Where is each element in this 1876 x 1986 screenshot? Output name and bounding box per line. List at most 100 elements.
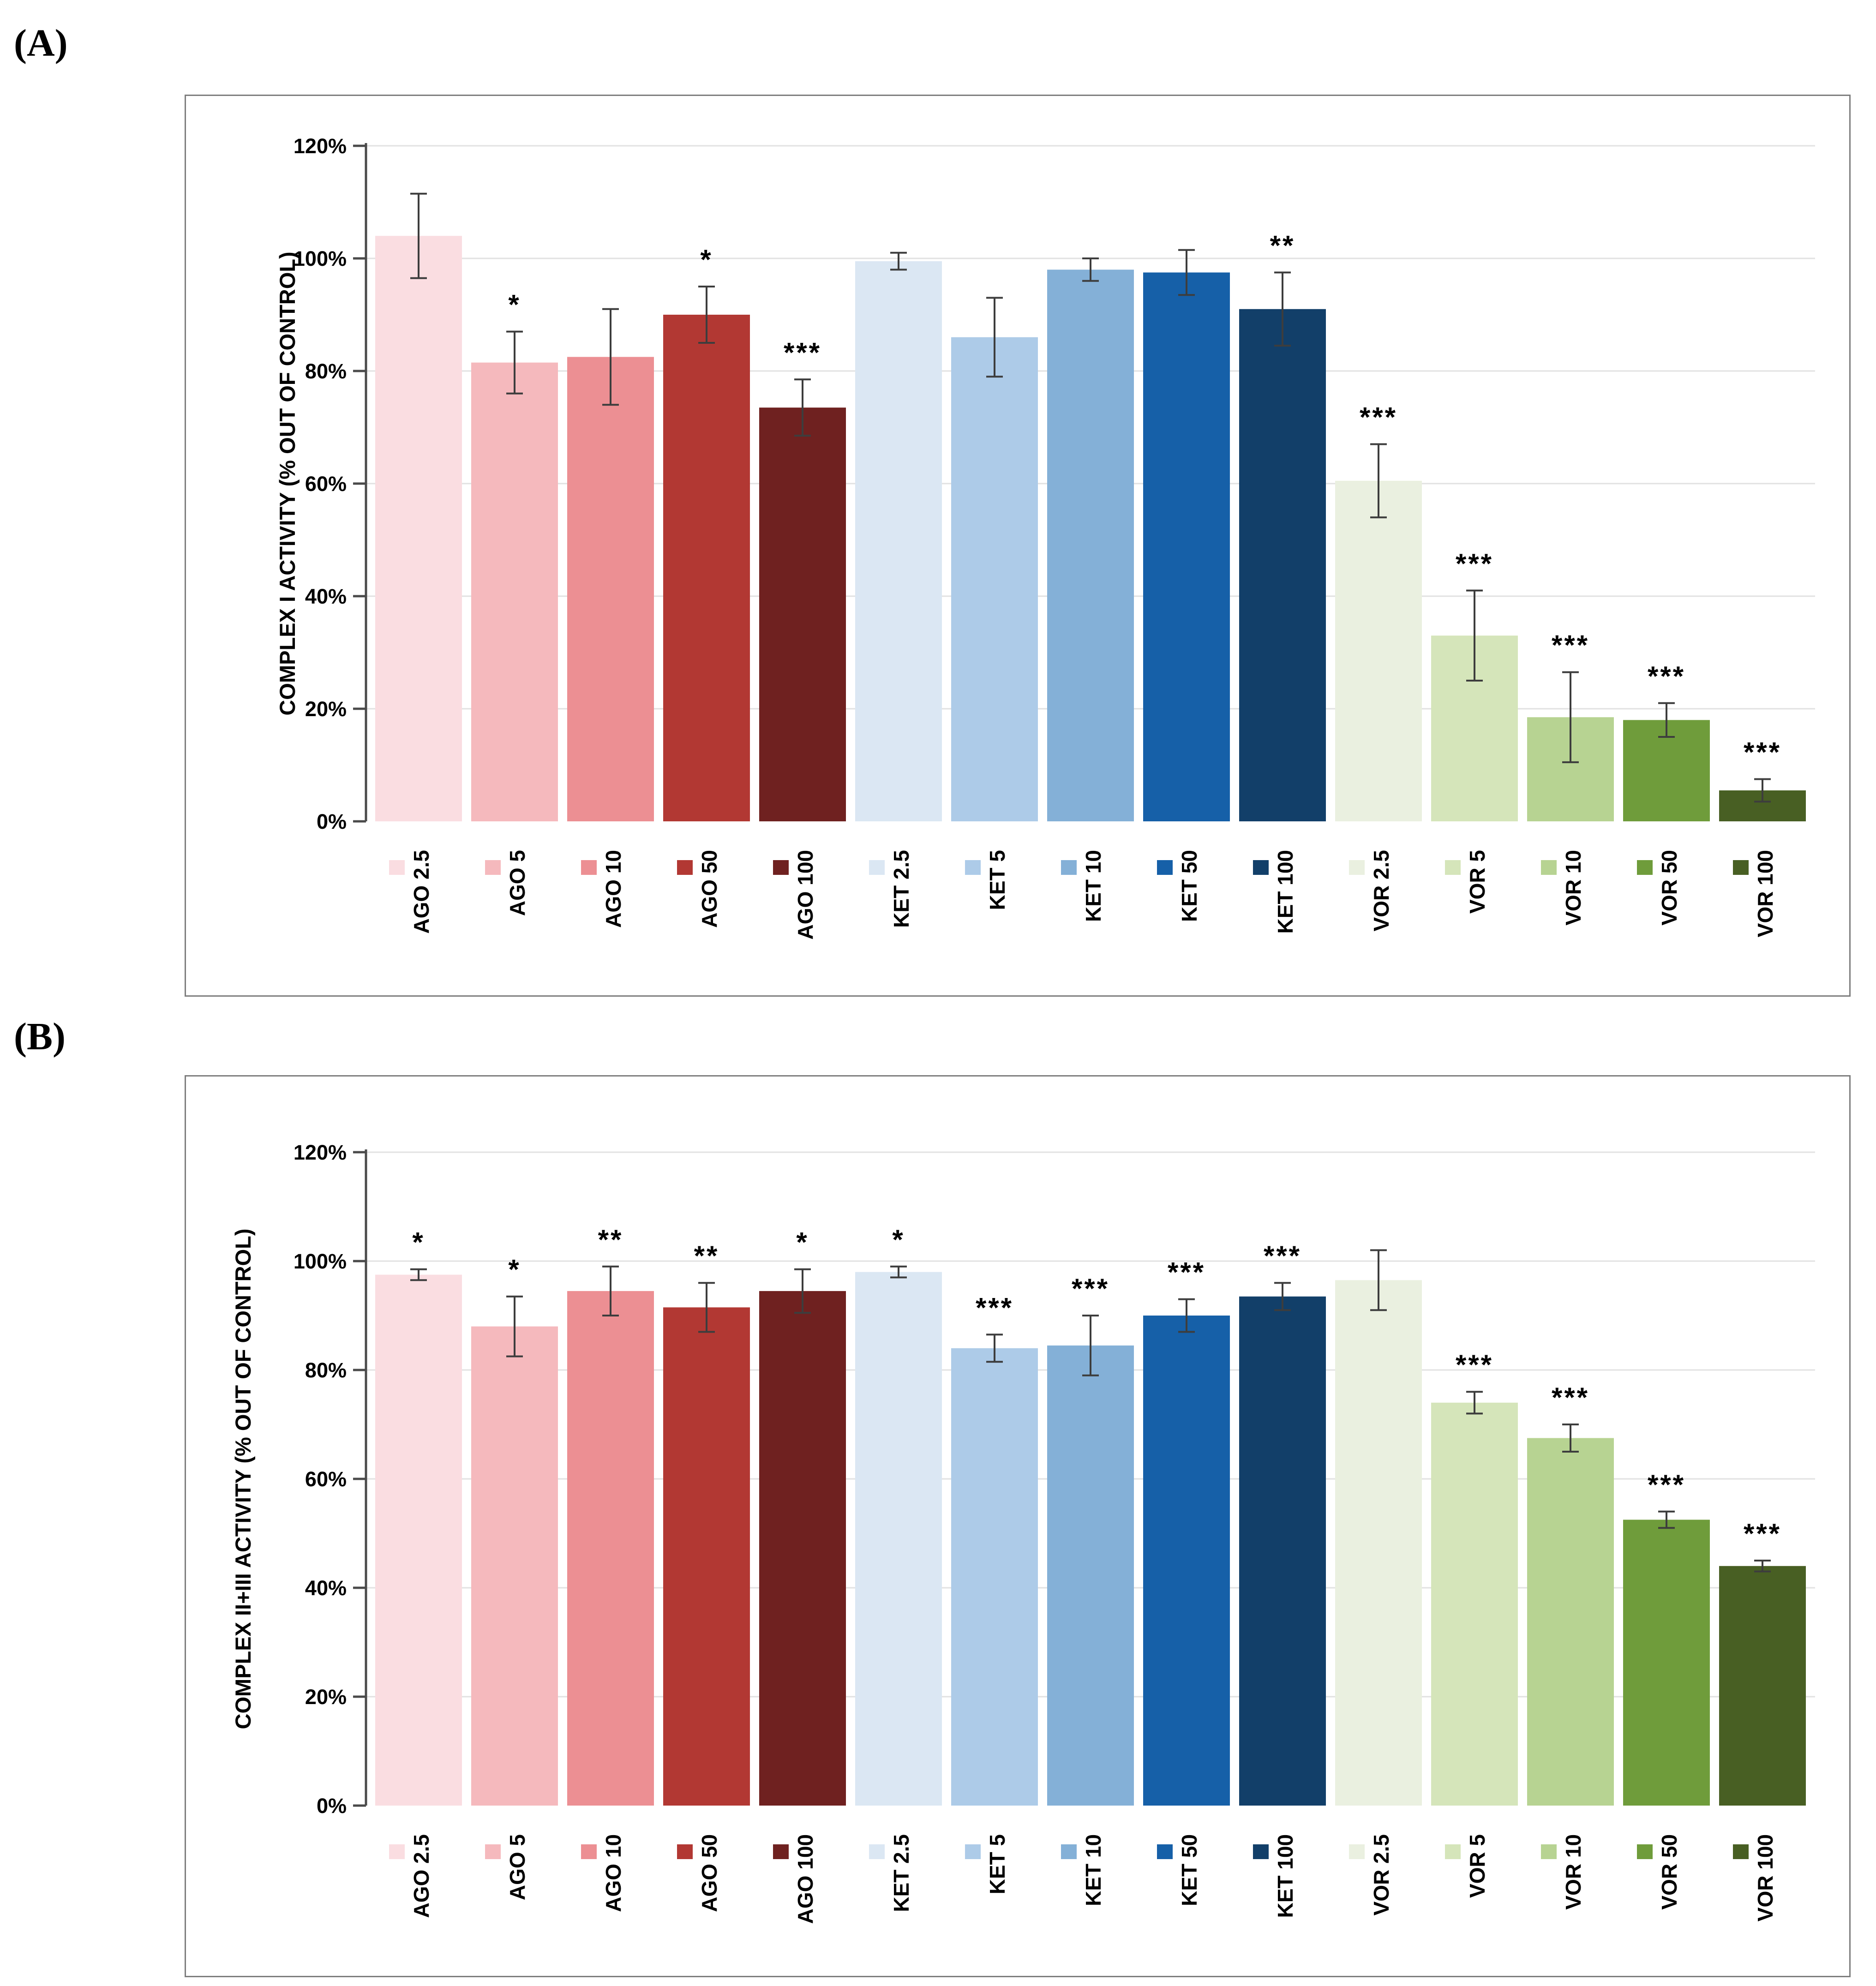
y-tick-label-0: 0% [317,810,347,833]
x-label-swatch-VOR-100 [1733,860,1749,875]
x-label-swatch-VOR-5 [1445,1844,1461,1859]
y-axis-title: COMPLEX II+III ACTIVITY (% OUT OF CONTRO… [231,1229,255,1729]
significance-AGO-5: * [508,289,521,320]
y-tick-label-60: 60% [305,1467,347,1491]
y-tick-label-20: 20% [305,697,347,721]
bar-AGO-2.5 [375,1274,462,1806]
x-label-KET-100: KET 100 [1273,1834,1297,1918]
x-label-swatch-VOR-50 [1637,860,1653,875]
panel-b-letter: (B) [14,1015,66,1058]
x-label-AGO-10: AGO 10 [601,850,625,928]
bar-KET-50 [1143,1316,1230,1806]
x-label-KET-2.5: KET 2.5 [889,1834,913,1912]
bar-AGO-5 [471,362,558,821]
bar-KET-2.5 [855,261,942,821]
bar-VOR-2.5 [1335,480,1422,821]
x-label-swatch-KET-2.5 [869,1844,885,1859]
significance-KET-100: ** [1270,230,1295,261]
x-label-swatch-VOR-10 [1541,1844,1557,1859]
x-label-VOR-2.5: VOR 2.5 [1369,850,1393,931]
significance-AGO-50: * [700,244,713,275]
x-label-swatch-AGO-2.5 [389,1844,405,1859]
x-label-swatch-AGO-50 [677,1844,693,1859]
x-label-KET-10: KET 10 [1081,850,1105,922]
x-label-swatch-KET-100 [1253,1844,1269,1859]
significance-VOR-5: *** [1456,548,1493,579]
x-label-AGO-50: AGO 50 [697,1834,721,1912]
x-label-VOR-2.5: VOR 2.5 [1369,1834,1393,1915]
significance-KET-10: *** [1072,1273,1109,1304]
x-label-AGO-2.5: AGO 2.5 [409,850,433,934]
y-axis-title: COMPLEX I ACTIVITY (% OUT OF CONTROL) [275,251,300,715]
bar-AGO-50 [663,1307,750,1806]
significance-AGO-50: ** [694,1240,719,1271]
x-label-swatch-AGO-100 [773,1844,789,1859]
x-label-AGO-50: AGO 50 [697,850,721,928]
bar-AGO-100 [759,1291,846,1806]
x-label-swatch-VOR-2.5 [1349,1844,1365,1859]
bar-AGO-100 [759,407,846,821]
bar-VOR-10 [1527,1438,1614,1806]
x-label-swatch-AGO-5 [485,860,501,875]
bar-KET-100 [1239,1296,1326,1806]
x-label-swatch-VOR-2.5 [1349,860,1365,875]
x-label-swatch-KET-50 [1157,860,1173,875]
bar-KET-10 [1047,269,1134,821]
significance-VOR-100: *** [1744,737,1781,768]
significance-VOR-10: *** [1552,630,1589,661]
panel-a-chart-box: 0% 20% 40% 60% 80% 100% 120% COMPLEX I ACTIVITY… [185,95,1851,997]
significance-AGO-100: * [796,1227,809,1258]
x-label-KET-50: KET 50 [1177,1834,1201,1906]
x-label-swatch-KET-5 [965,860,981,875]
y-tick-label-40: 40% [305,585,347,608]
bar-AGO-5 [471,1326,558,1806]
x-label-VOR-50: VOR 50 [1657,850,1681,926]
x-label-swatch-KET-10 [1061,860,1077,875]
x-label-VOR-10: VOR 10 [1561,1834,1585,1910]
significance-AGO-100: *** [784,337,821,368]
x-label-VOR-50: VOR 50 [1657,1834,1681,1910]
y-tick-label-80: 80% [305,1358,347,1382]
bar-AGO-50 [663,315,750,821]
x-label-KET-100: KET 100 [1273,850,1297,934]
bar-KET-5 [951,337,1038,821]
x-label-swatch-AGO-10 [581,1844,597,1859]
panel-a-bar-chart: 0% 20% 40% 60% 80% 100% 120% COMPLEX I ACTIVITY… [275,134,1815,939]
y-tick-label-60: 60% [305,472,347,496]
bar-KET-100 [1239,309,1326,821]
x-label-swatch-AGO-100 [773,860,789,875]
panel-a-letter: (A) [14,22,68,65]
x-label-swatch-VOR-10 [1541,860,1557,875]
significance-KET-50: *** [1168,1257,1205,1288]
bar-VOR-2.5 [1335,1280,1422,1806]
significance-VOR-50: *** [1648,661,1685,692]
x-label-swatch-KET-2.5 [869,860,885,875]
significance-KET-5: *** [976,1292,1013,1323]
significance-AGO-2.5: * [412,1227,425,1258]
panel-b-bar-chart: 0% 20% 40% 60% 80% 100% 120% COMPLEX II+III ACT… [231,1141,1815,1924]
x-label-swatch-VOR-100 [1733,1844,1749,1859]
y-tick-label-120: 120% [294,1141,347,1164]
x-label-KET-2.5: KET 2.5 [889,850,913,928]
x-label-swatch-VOR-5 [1445,860,1461,875]
x-label-VOR-100: VOR 100 [1753,1834,1777,1921]
significance-VOR-5: *** [1456,1349,1493,1380]
significance-VOR-2.5: *** [1360,402,1397,433]
x-label-KET-10: KET 10 [1081,1834,1105,1906]
y-tick-label-20: 20% [305,1685,347,1709]
bar-VOR-50 [1623,1519,1710,1806]
y-tick-label-100: 100% [294,247,347,270]
y-tick-label-100: 100% [294,1250,347,1273]
x-label-AGO-2.5: AGO 2.5 [409,1834,433,1918]
x-label-KET-5: KET 5 [985,1834,1009,1894]
x-label-swatch-VOR-50 [1637,1844,1653,1859]
bar-VOR-5 [1431,1402,1518,1806]
bar-KET-2.5 [855,1272,942,1806]
y-tick-label-80: 80% [305,359,347,383]
x-label-swatch-KET-10 [1061,1844,1077,1859]
x-label-AGO-100: AGO 100 [793,1834,817,1924]
x-label-AGO-5: AGO 5 [505,850,529,916]
bar-AGO-2.5 [375,236,462,822]
y-tick-label-40: 40% [305,1576,347,1600]
x-label-VOR-5: VOR 5 [1465,850,1489,914]
